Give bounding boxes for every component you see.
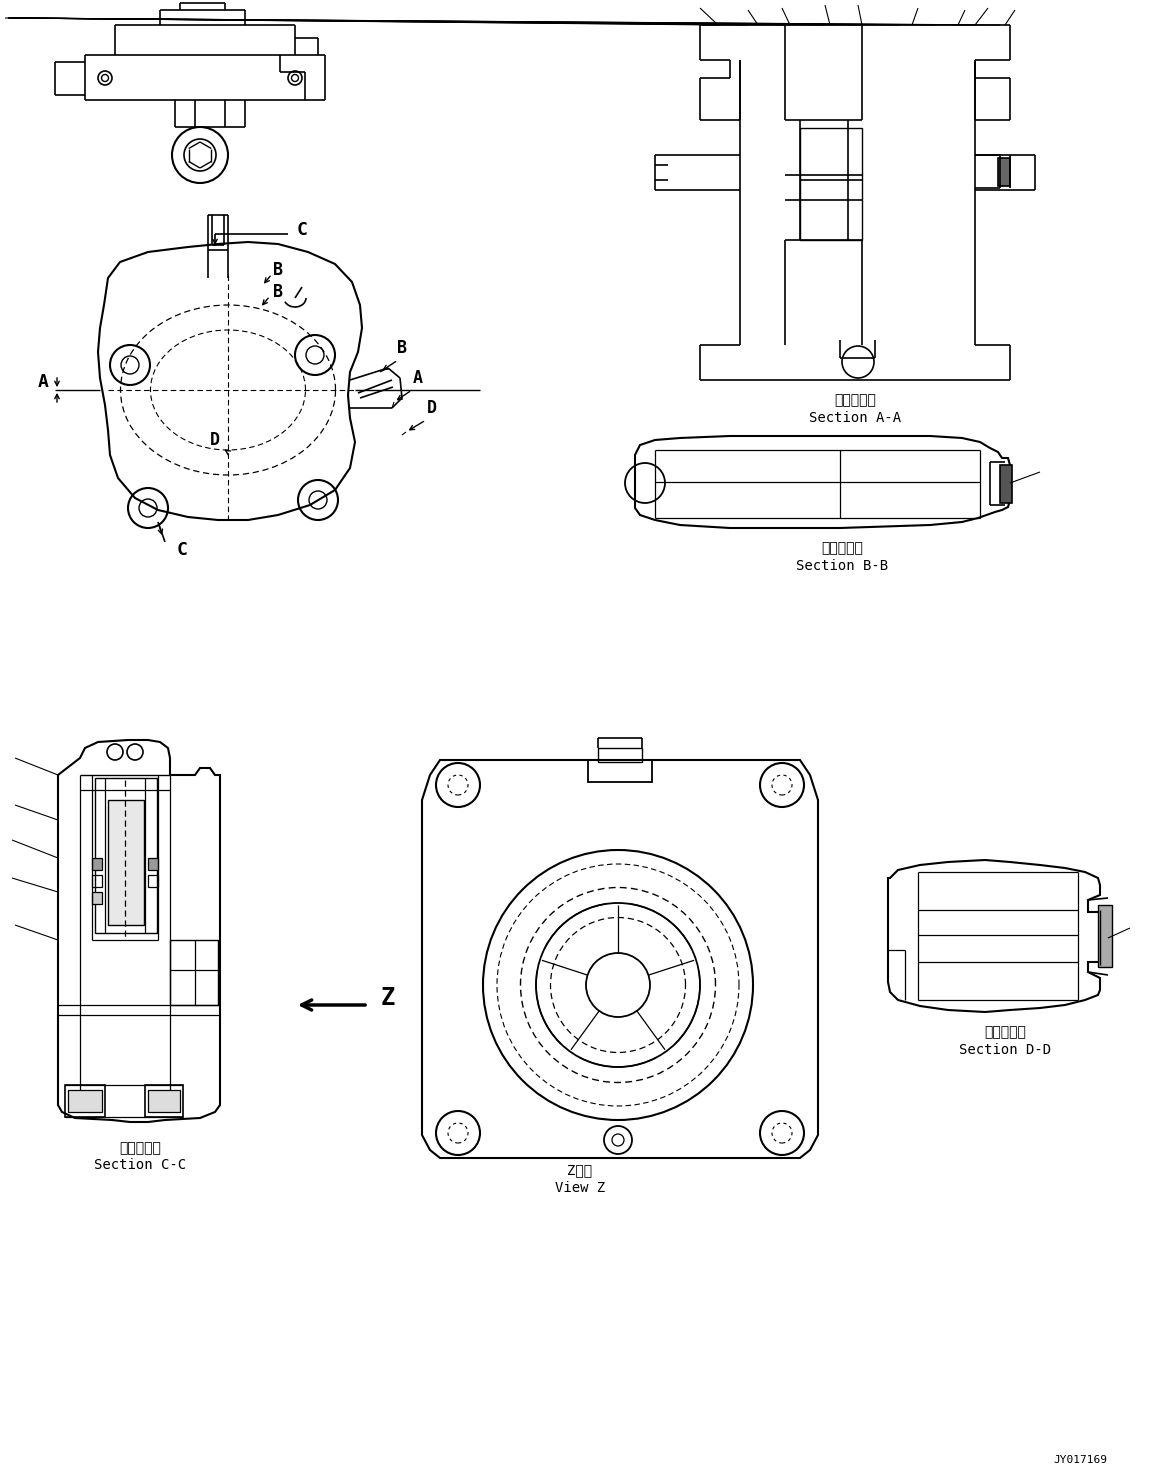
Text: B: B (273, 283, 283, 300)
Bar (145, 1085, 183, 1117)
Text: 断面Ｂ－Ｂ: 断面Ｂ－Ｂ (821, 542, 863, 555)
Bar (598, 747, 642, 762)
Text: Section C-C: Section C-C (94, 1157, 186, 1172)
Text: A: A (37, 373, 49, 391)
Bar (92, 858, 102, 870)
Text: Section D-D: Section D-D (959, 1043, 1051, 1057)
Bar (148, 858, 158, 870)
Bar (92, 892, 102, 904)
Bar (65, 1085, 105, 1117)
Text: C: C (177, 542, 187, 559)
Bar (67, 1089, 102, 1111)
Text: Z　視: Z 視 (568, 1163, 593, 1177)
Bar (1098, 904, 1112, 966)
Text: D: D (427, 400, 437, 417)
Text: A: A (413, 369, 423, 386)
Bar (1000, 465, 1012, 503)
Bar (148, 1089, 180, 1111)
Text: D: D (211, 431, 220, 448)
Text: Z: Z (380, 986, 395, 1009)
Bar (148, 875, 158, 887)
Text: 断面Ｃ－Ｃ: 断面Ｃ－Ｃ (119, 1141, 160, 1154)
Text: Section A-A: Section A-A (809, 411, 901, 425)
Bar (998, 158, 1009, 186)
Bar (95, 778, 157, 932)
Text: B: B (273, 260, 283, 280)
Text: Section B-B: Section B-B (795, 559, 889, 573)
Bar (800, 127, 862, 240)
Text: JY017169: JY017169 (1053, 1455, 1107, 1465)
Text: 断面Ａ－Ａ: 断面Ａ－Ａ (834, 394, 876, 407)
Text: View Z: View Z (555, 1181, 605, 1194)
Text: 断面Ｄ－Ｄ: 断面Ｄ－Ｄ (984, 1026, 1026, 1039)
Bar (92, 875, 102, 887)
Bar (170, 940, 217, 1005)
Bar (588, 761, 652, 781)
Text: C: C (297, 221, 307, 238)
Text: B: B (397, 339, 407, 357)
Bar (108, 801, 144, 925)
